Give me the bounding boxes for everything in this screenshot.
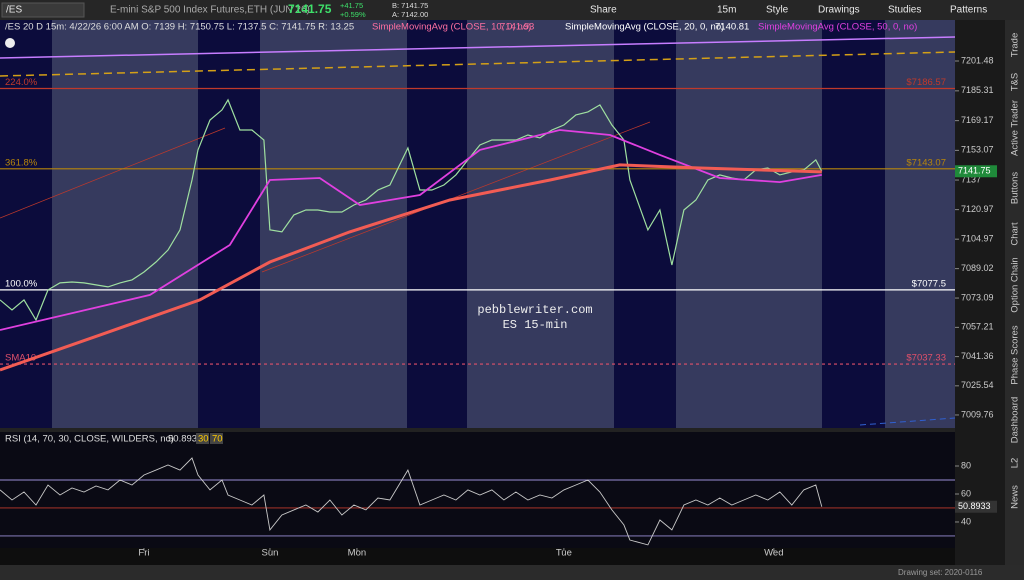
x-tick-label: Fri [138, 548, 149, 559]
session-shade [822, 20, 885, 428]
y-tick-label: 80 [961, 460, 971, 470]
change-pct: +0.59% [340, 10, 366, 19]
trend-line [261, 121, 651, 273]
level-price: $7037.33 [906, 353, 946, 364]
level-price: $7186.57 [906, 77, 946, 88]
bar-info: /ES 20 D 15m: 4/22/26 6:00 AM O: 7139 H:… [5, 22, 354, 33]
level-label: 224.0% [5, 77, 38, 88]
x-tick-label: Wed [764, 548, 783, 559]
symbol-box[interactable] [1, 2, 85, 18]
y-tick-label: 7089.02 [961, 263, 994, 273]
status-bar [0, 565, 1024, 580]
trend-line [0, 51, 956, 77]
session-shade [198, 20, 260, 428]
y-tick-label: 7153.07 [961, 145, 994, 155]
y-tick-label: 7057.21 [961, 322, 994, 332]
oversold-label: 30 [198, 434, 209, 445]
price-axis [955, 20, 1005, 565]
rsi-title: RSI (14, 70, 30, CLOSE, WILDERS, no) [5, 434, 174, 445]
level-price: $7143.07 [906, 157, 946, 168]
y-tick-label: 7120.97 [961, 204, 994, 214]
watermark: pebblewriter.com [477, 303, 592, 317]
study-label: SimpleMovingAvg (CLOSE, 20, 0, no) [565, 22, 724, 33]
x-tick-label: Tue [556, 548, 572, 559]
series-line [0, 98, 823, 322]
study-value: 7140.81 [715, 22, 749, 33]
x-tick-label: Sun [261, 548, 278, 559]
series-line [0, 457, 823, 546]
y-tick-label: 7137 [961, 174, 981, 184]
study-value: 7141.93 [500, 22, 534, 33]
rsi-pane [0, 432, 955, 548]
sidebar-tab[interactable]: Trade [1010, 33, 1021, 57]
pane-divider [0, 428, 955, 432]
y-tick-label: 7104.97 [961, 234, 994, 244]
y-tick-label: 7201.48 [961, 55, 994, 65]
level-box [210, 433, 223, 444]
sidebar-tab[interactable]: Dashboard [1010, 397, 1021, 443]
price-flag-text: 7141.75 [958, 166, 991, 176]
info-icon[interactable] [5, 38, 15, 48]
trend-line [0, 127, 226, 219]
y-tick-label: 40 [961, 516, 971, 526]
study-label: SimpleMovingAvg (CLOSE, 10, 0, no) [372, 22, 531, 33]
trend-line [859, 417, 956, 426]
watermark: ES 15-min [503, 318, 568, 332]
session-shade [407, 20, 467, 428]
sidebar-tab[interactable]: Chart [1010, 222, 1021, 246]
series-line [0, 163, 822, 372]
level-label: 361.8% [5, 157, 38, 168]
change: +41.75 [340, 1, 363, 10]
y-tick-label: 7041.36 [961, 351, 994, 361]
sidebar-tab[interactable]: Option Chain [1010, 257, 1021, 312]
symbol[interactable]: /ES [6, 5, 22, 16]
ask: A: 7142.00 [392, 10, 428, 19]
level-price: $7077.5 [912, 278, 946, 289]
toolbar [0, 0, 1024, 20]
sidebar-tab[interactable]: T&S [1010, 73, 1021, 91]
y-tick-label: 7009.76 [961, 409, 994, 419]
level-box [196, 433, 209, 444]
sidebar [1005, 20, 1024, 565]
rsi-value: 50.8933 [168, 434, 202, 445]
share-button[interactable]: Share [590, 5, 617, 16]
study-label: SimpleMovingAvg (CLOSE, 50, 0, no) [758, 22, 917, 33]
y-tick-label: 7185.31 [961, 85, 994, 95]
bid: B: 7141.75 [392, 1, 428, 10]
level-label: 100.0% [5, 278, 38, 289]
sidebar-tab[interactable]: News [1010, 485, 1021, 509]
level-label: SMA10 [5, 353, 36, 364]
y-tick-label: 7169.17 [961, 115, 994, 125]
sidebar-tab[interactable]: Buttons [1010, 172, 1021, 204]
studies-button[interactable]: Studies [888, 5, 921, 16]
style-button[interactable]: Style [766, 5, 789, 16]
sidebar-tab[interactable]: Phase Scores [1010, 325, 1021, 384]
last-price: 7141.75 [288, 2, 332, 16]
pane-bg [0, 20, 955, 428]
price-flag [955, 165, 997, 178]
series-line [0, 129, 822, 331]
price-flag [955, 500, 997, 513]
overbought-label: 70 [212, 434, 223, 445]
sidebar-tab[interactable]: Active Trader [1010, 100, 1021, 156]
y-tick-label: 60 [961, 488, 971, 498]
drawings-button[interactable]: Drawings [818, 5, 860, 16]
y-tick-label: 7025.54 [961, 380, 994, 390]
patterns-button[interactable]: Patterns [950, 5, 987, 16]
description: E-mini S&P 500 Index Futures,ETH (JUN 26… [110, 5, 310, 16]
session-shade [614, 20, 676, 428]
x-tick-label: Mon [348, 548, 366, 559]
sidebar-tab[interactable]: L2 [1010, 458, 1021, 469]
trend-line [0, 36, 956, 59]
y-tick-label: 7073.09 [961, 292, 994, 302]
timeframe[interactable]: 15m [717, 5, 736, 16]
price-flag-text: 50.8933 [958, 501, 991, 511]
status-text: Drawing set: 2020-0116 [898, 568, 983, 577]
